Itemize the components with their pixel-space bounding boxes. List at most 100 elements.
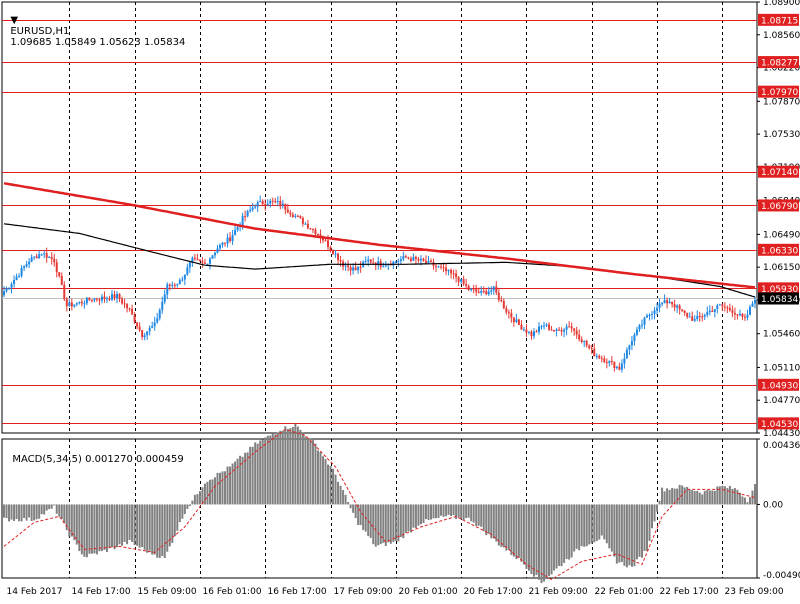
- bearish-candle: [133, 314, 136, 323]
- bearish-candle: [53, 258, 56, 263]
- bearish-candle: [131, 309, 134, 315]
- macd-histogram-bar: [193, 494, 196, 505]
- bullish-candle: [460, 279, 463, 282]
- macd-histogram-bar: [588, 504, 591, 545]
- macd-histogram-bar: [613, 504, 616, 557]
- bullish-candle: [625, 349, 628, 359]
- bearish-candle: [600, 358, 603, 360]
- bearish-candle: [505, 308, 508, 313]
- macd-histogram-bar: [18, 504, 21, 522]
- macd-histogram-bar: [45, 504, 48, 511]
- bullish-candle: [166, 284, 169, 295]
- price-level-tag: [758, 165, 799, 178]
- macd-histogram-bar: [643, 504, 646, 551]
- dropdown-triangle-icon[interactable]: ▼: [10, 15, 19, 26]
- bearish-candle: [733, 312, 736, 315]
- macd-histogram-bar: [743, 497, 746, 505]
- macd-label: MACD(5,34,5) 0.001270 0.000459: [12, 454, 184, 465]
- macd-histogram-bar: [721, 485, 724, 505]
- macd-histogram-bar: [63, 504, 66, 524]
- macd-histogram-bar: [239, 455, 242, 505]
- bullish-candle: [653, 310, 656, 314]
- macd-histogram-bar: [555, 504, 558, 569]
- bearish-candle: [580, 339, 583, 343]
- bearish-candle: [324, 240, 327, 242]
- macd-histogram-bar: [467, 504, 470, 518]
- macd-histogram-bar: [311, 440, 314, 505]
- macd-histogram-bar: [726, 488, 729, 505]
- bearish-candle: [510, 313, 513, 318]
- macd-histogram-bar: [198, 491, 201, 505]
- macd-histogram-bar: [379, 504, 382, 545]
- bearish-candle: [196, 258, 199, 260]
- bullish-candle: [419, 258, 422, 261]
- macd-histogram-bar: [299, 429, 302, 505]
- macd-histogram-bar: [495, 504, 498, 542]
- bullish-candle: [68, 302, 71, 307]
- macd-histogram-bar: [354, 504, 357, 519]
- macd-histogram-bar: [264, 437, 267, 505]
- macd-histogram-bar: [123, 504, 126, 542]
- bearish-candle: [118, 293, 121, 300]
- bearish-candle: [224, 242, 227, 244]
- bearish-candle: [741, 313, 744, 317]
- bullish-candle: [658, 303, 661, 308]
- bullish-candle: [251, 207, 254, 210]
- macd-histogram-bar: [359, 504, 362, 525]
- macd-histogram-bar: [399, 504, 402, 538]
- x-tick-label: 23 Feb 09:00: [725, 587, 784, 597]
- macd-histogram-bar: [30, 504, 33, 522]
- bearish-candle: [573, 328, 576, 331]
- macd-histogram-bar: [70, 504, 73, 537]
- bullish-candle: [73, 304, 76, 307]
- macd-histogram-bar: [708, 490, 711, 505]
- bearish-candle: [743, 316, 746, 318]
- bearish-candle: [321, 237, 324, 241]
- macd-histogram-bar: [450, 504, 453, 516]
- bearish-candle: [683, 310, 686, 313]
- macd-histogram-bar: [419, 504, 422, 525]
- macd-histogram-bar: [90, 504, 93, 554]
- macd-histogram-bar: [520, 504, 523, 562]
- symbol-label: EURUSD,H1: [10, 26, 70, 37]
- bearish-candle: [452, 273, 455, 275]
- bullish-candle: [377, 261, 380, 266]
- macd-histogram-bar: [751, 490, 754, 505]
- macd-histogram-bar: [741, 496, 744, 505]
- bearish-candle: [203, 262, 206, 264]
- bullish-candle: [412, 256, 415, 261]
- macd-histogram-bar: [43, 504, 46, 515]
- macd-histogram-bar: [281, 430, 284, 505]
- macd-histogram-bar: [136, 504, 139, 546]
- bullish-candle: [211, 255, 214, 259]
- y-tick-label: 1.07870: [763, 97, 800, 107]
- macd-histogram-bar: [437, 504, 440, 518]
- macd-histogram-bar: [196, 494, 199, 505]
- bullish-candle: [447, 269, 450, 272]
- bullish-candle: [394, 261, 397, 263]
- macd-histogram-bar: [131, 504, 134, 543]
- bearish-candle: [299, 216, 302, 218]
- macd-histogram-bar: [254, 442, 257, 505]
- bearish-candle: [113, 294, 116, 298]
- macd-y-tick-label: -0.004903: [763, 571, 800, 581]
- bearish-candle: [198, 259, 201, 262]
- macd-histogram-bar: [683, 487, 686, 505]
- price-level-tag: [758, 282, 799, 295]
- bearish-candle: [424, 260, 427, 263]
- macd-histogram-bar: [309, 438, 312, 505]
- symbol-header: ▼ EURUSD,H1 1.09685 1.05849 1.05623 1.05…: [4, 4, 185, 48]
- bullish-candle: [23, 266, 26, 269]
- macd-histogram-bar: [216, 472, 219, 505]
- macd-histogram-bar: [638, 504, 641, 557]
- bullish-candle: [208, 258, 211, 264]
- macd-histogram-bar: [573, 504, 576, 552]
- macd-histogram-bar: [537, 504, 540, 580]
- macd-histogram-bar: [394, 504, 397, 541]
- macd-histogram-bar: [738, 492, 741, 505]
- macd-histogram-bar: [630, 504, 633, 567]
- macd-histogram-bar: [75, 504, 78, 545]
- macd-histogram-bar: [671, 487, 674, 505]
- macd-histogram-bar: [470, 504, 473, 522]
- x-tick-label: 15 Feb 09:00: [138, 587, 197, 597]
